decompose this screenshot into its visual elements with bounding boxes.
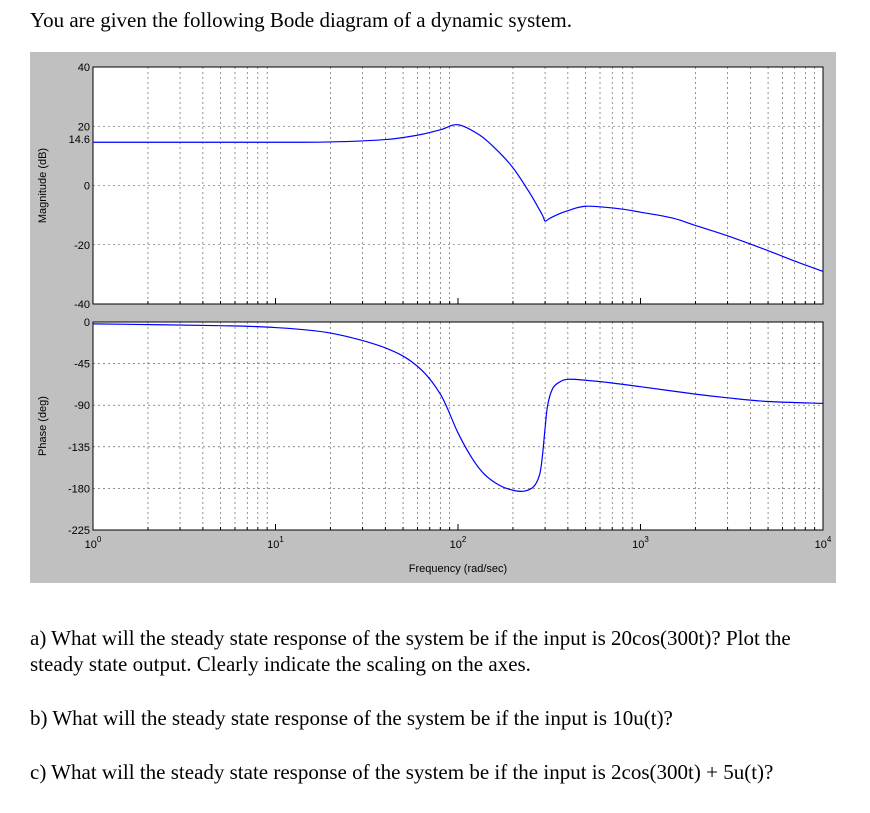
phase-axes: [92, 321, 824, 531]
y-tick-label: 20: [78, 121, 90, 133]
x-tick-label: 100: [85, 535, 102, 551]
x-axis-label: Frequency (rad/sec): [409, 563, 507, 575]
y-tick-label: 0: [84, 181, 90, 193]
magnitude-axis-label: Magnitude (dB): [37, 148, 49, 223]
magnitude-axes: [92, 66, 824, 305]
dc-gain-annotation: 14.6: [69, 134, 90, 146]
question-c: c) What will the steady state response o…: [30, 760, 774, 784]
y-tick-label: -225: [68, 525, 90, 537]
phase-curve: [92, 323, 824, 493]
x-tick-label: 103: [632, 535, 649, 551]
magnitude-curve: [92, 124, 824, 272]
y-tick-label: -135: [68, 442, 90, 454]
phase-plot-area: [92, 321, 824, 531]
bode-plot-svg: 40 20 0 -20 -40 Magnitude (dB) 14.6 0 -45 -90 -135…: [37, 62, 832, 575]
y-tick-label: -90: [74, 400, 90, 412]
bode-diagram-figure: 40 20 0 -20 -40 Magnitude (dB) 14.6 0 -45 -90 -135…: [30, 52, 836, 583]
intro-text: You are given the following Bode diagram…: [30, 8, 573, 32]
question-b: b) What will the steady state response o…: [30, 706, 673, 730]
y-tick-label: -40: [74, 299, 90, 311]
y-tick-label: -180: [68, 483, 90, 495]
x-tick-label: 104: [815, 535, 832, 551]
x-tick-label: 102: [450, 535, 467, 551]
y-tick-label: 0: [84, 317, 90, 329]
y-tick-label: -20: [74, 240, 90, 252]
y-tick-label: -45: [74, 359, 90, 371]
question-a: a) What will the steady state response o…: [30, 626, 791, 676]
y-tick-label: 40: [78, 62, 90, 74]
phase-axis-label: Phase (deg): [37, 396, 49, 456]
x-tick-label: 101: [267, 535, 284, 551]
